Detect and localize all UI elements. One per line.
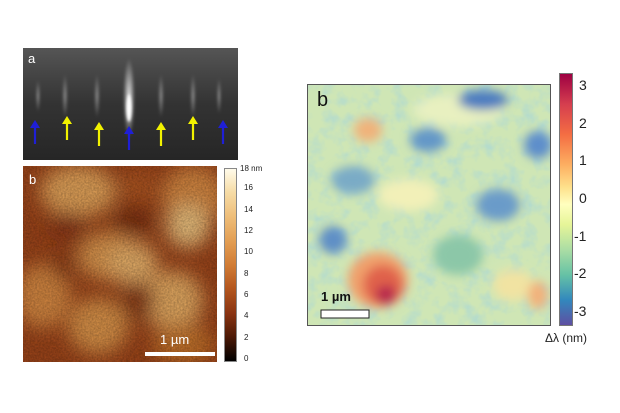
panel-a-label: a [28, 51, 36, 66]
blue-arrow [30, 120, 40, 144]
colorbar-tick-label: 16 [244, 183, 253, 193]
colorbar-tick-label: 8 [244, 268, 249, 278]
scale-bar-label: 1 µm [160, 332, 190, 347]
colorbar-max-label: 18 nm [240, 164, 263, 173]
colorbar-tick-label: -1 [574, 227, 587, 244]
colorbar-tick-label: 1 [579, 152, 587, 169]
arrow-markers [30, 116, 228, 150]
panel-b-topography: b 1 µm [23, 166, 217, 362]
colorbar-tick-label: 0 [244, 354, 249, 363]
wavelength-shift-map [308, 85, 550, 325]
topography-colorbar [224, 168, 237, 362]
colorbar-tick-label: 12 [244, 226, 253, 235]
colorbar-tick-label: 2 [579, 114, 587, 131]
colorbar-tick-label: -3 [574, 303, 587, 319]
colorbar-label: Δλ (nm) [545, 331, 588, 345]
colorbar-tick-label: 10 [244, 247, 253, 257]
scale-bar-label: 1 µm [321, 289, 351, 304]
shift-colorbar [559, 73, 573, 326]
colorbar-tick-label: 4 [244, 311, 249, 321]
colorbar-tick-label: 2 [244, 332, 249, 342]
scale-bar [145, 352, 215, 356]
yellow-arrow [94, 122, 104, 146]
colorbar-tick-label: 0 [579, 190, 587, 206]
panel-a: a [23, 48, 238, 160]
diffraction-streaks [35, 58, 222, 138]
colorbar-tick-label: 6 [244, 290, 249, 299]
afm-topography-image [23, 166, 217, 362]
blue-arrow [124, 126, 134, 150]
colorbar-tick-label: -2 [574, 265, 587, 282]
yellow-arrow [188, 116, 198, 140]
panel-b-shift-map: b 1 µm [307, 84, 551, 326]
colorbar-tick-label: 14 [244, 204, 253, 214]
diffraction-pattern-image [23, 48, 238, 160]
blue-arrow [218, 120, 228, 144]
scale-bar [320, 309, 370, 319]
colorbar-tick-label: 3 [579, 77, 587, 93]
panel-b-left-label: b [29, 172, 37, 187]
panel-b-right-label: b [317, 89, 329, 111]
yellow-arrow [62, 116, 72, 140]
yellow-arrow [156, 122, 166, 146]
